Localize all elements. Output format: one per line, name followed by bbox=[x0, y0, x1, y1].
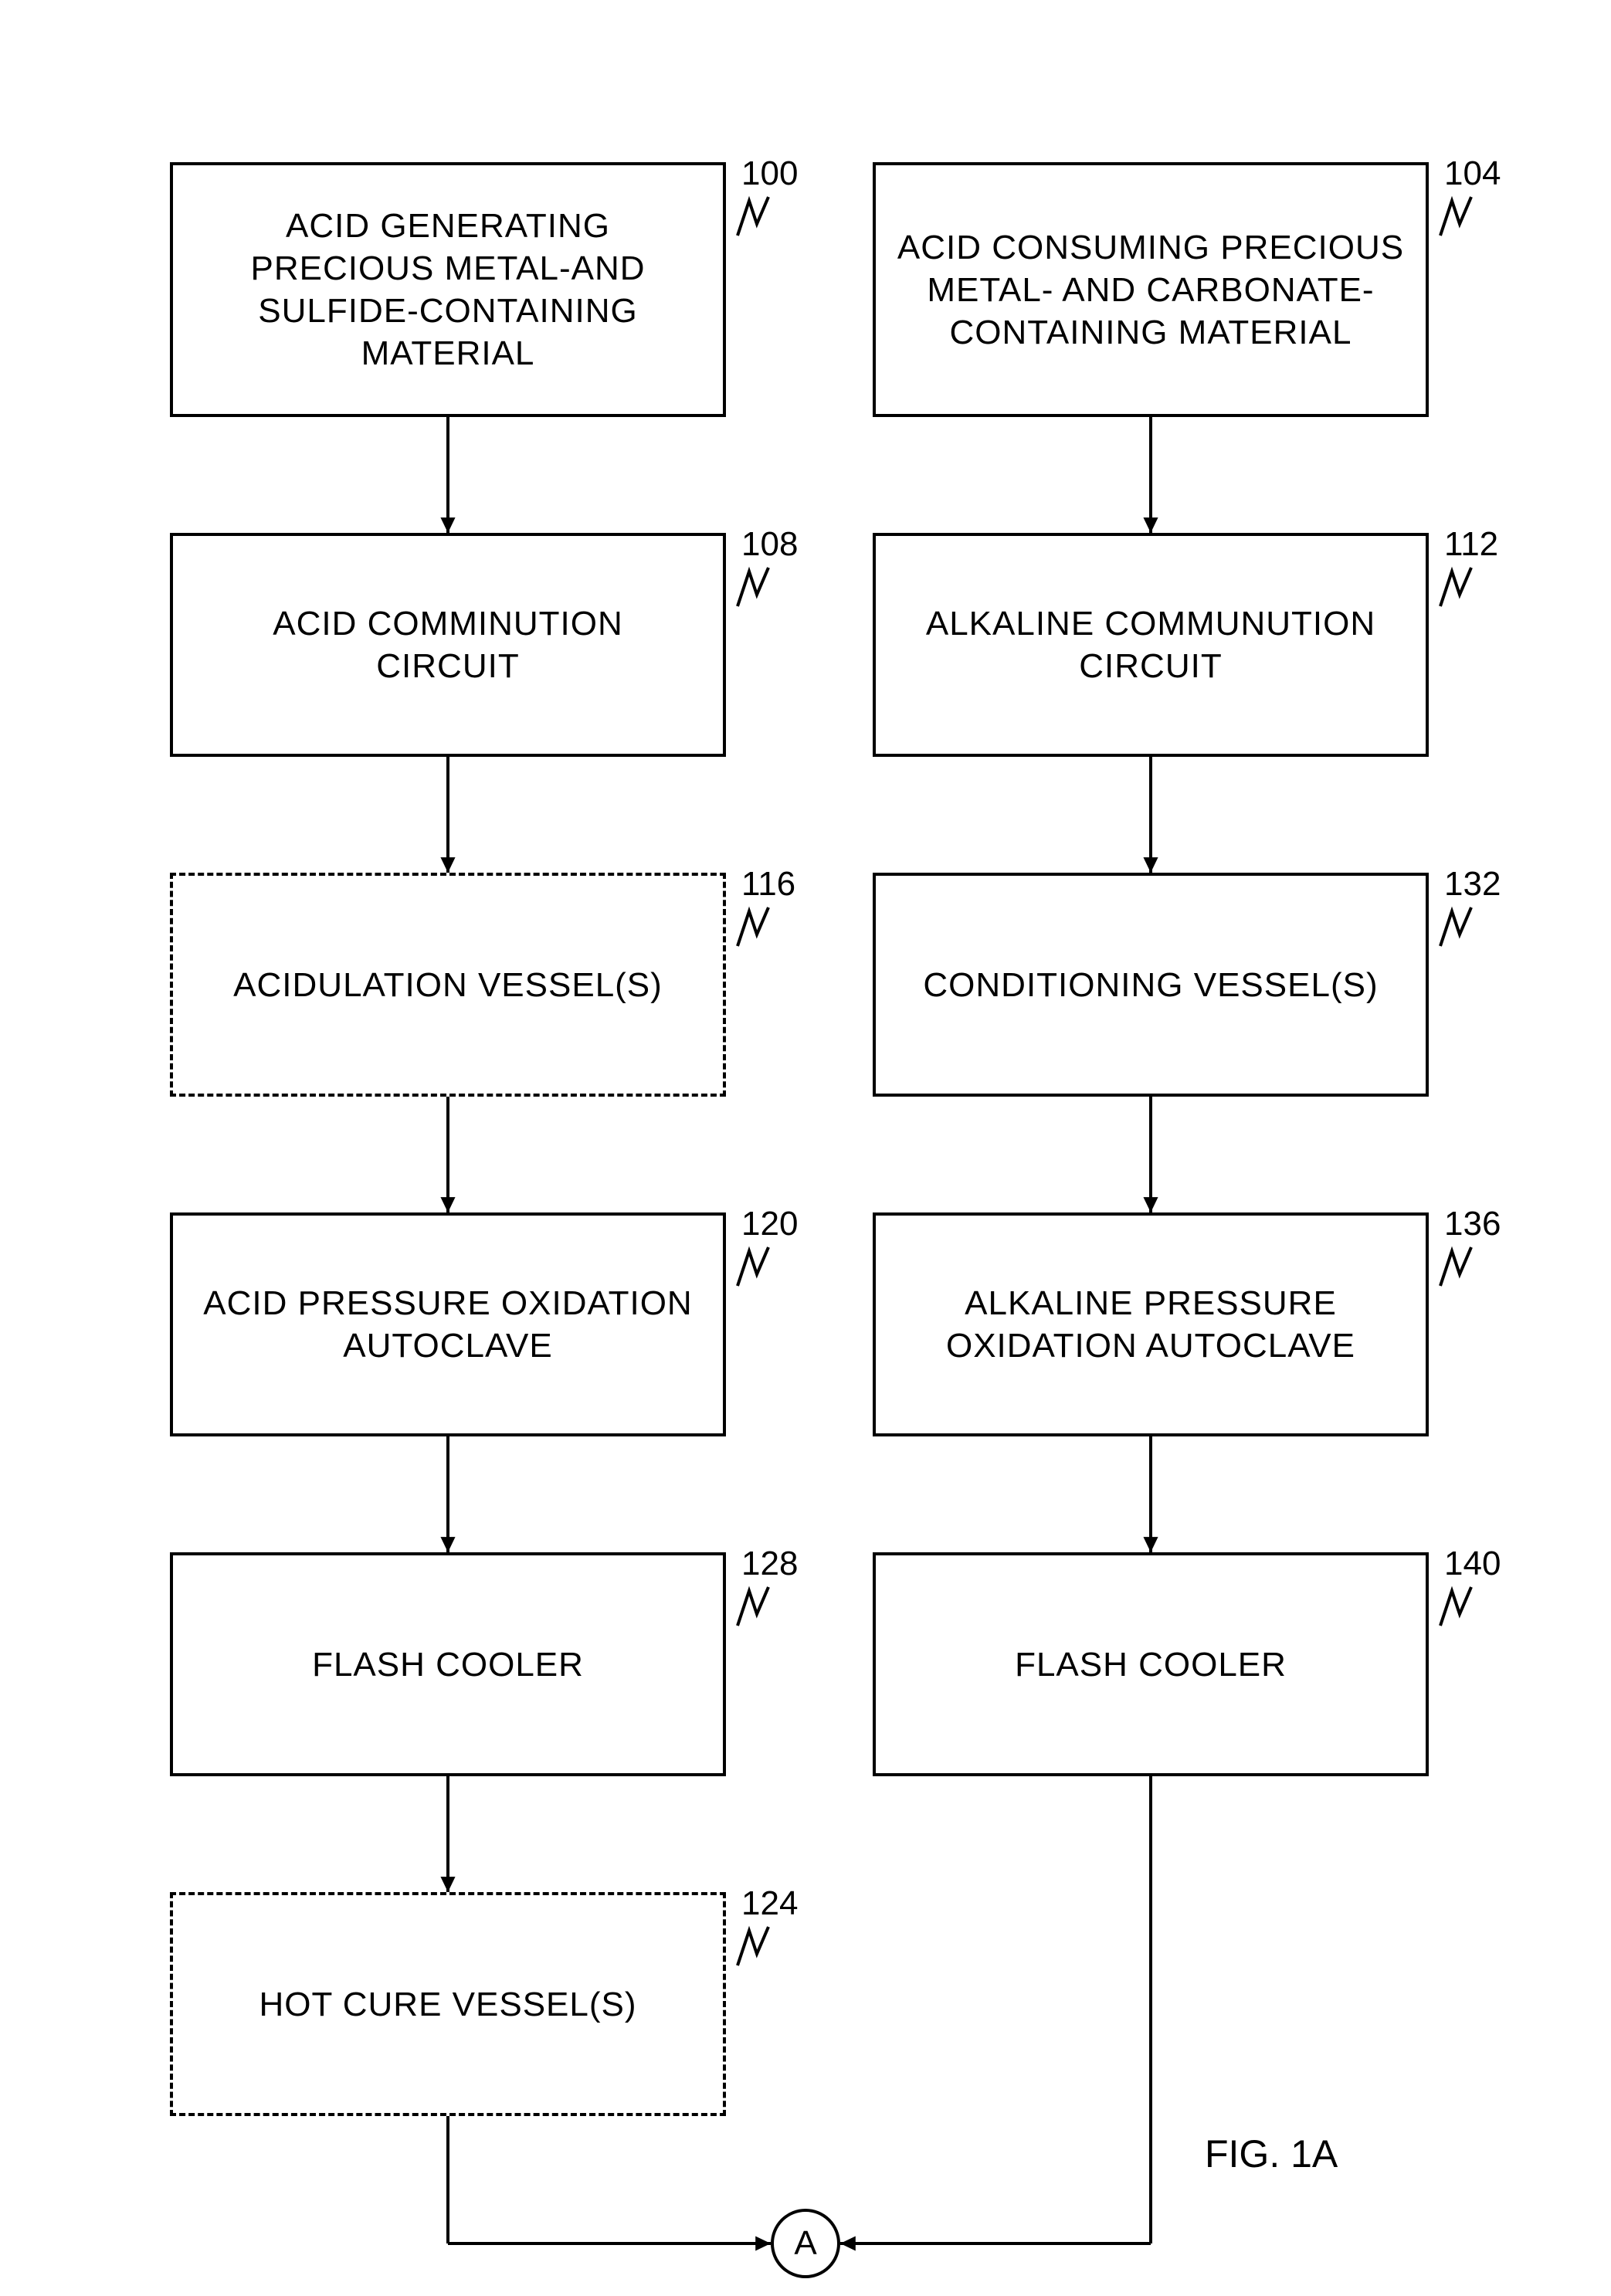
lead-line-140 bbox=[1436, 1583, 1475, 1630]
ref-108: 108 bbox=[741, 525, 798, 564]
flow-box-text: FLASH COOLER bbox=[312, 1643, 584, 1686]
flow-box-text: ACIDULATION VESSEL(S) bbox=[233, 964, 663, 1006]
ref-128: 128 bbox=[741, 1545, 798, 1583]
flow-box-108: ACID COMMINUTIONCIRCUIT bbox=[170, 533, 726, 757]
flow-box-text: ACID CONSUMING PRECIOUSMETAL- AND CARBON… bbox=[897, 226, 1404, 354]
flow-box-text: CONDITIONING VESSEL(S) bbox=[923, 964, 1378, 1006]
flow-box-140: FLASH COOLER bbox=[873, 1552, 1429, 1776]
lead-line-128 bbox=[734, 1583, 772, 1630]
ref-104: 104 bbox=[1444, 154, 1501, 193]
flow-box-136: ALKALINE PRESSUREOXIDATION AUTOCLAVE bbox=[873, 1212, 1429, 1436]
flow-box-text: FLASH COOLER bbox=[1015, 1643, 1287, 1686]
flow-box-120: ACID PRESSURE OXIDATIONAUTOCLAVE bbox=[170, 1212, 726, 1436]
flow-box-text: ALKALINE PRESSUREOXIDATION AUTOCLAVE bbox=[946, 1282, 1355, 1367]
flow-box-104: ACID CONSUMING PRECIOUSMETAL- AND CARBON… bbox=[873, 162, 1429, 417]
lead-line-132 bbox=[1436, 904, 1475, 950]
flow-box-100: ACID GENERATINGPRECIOUS METAL-ANDSULFIDE… bbox=[170, 162, 726, 417]
flow-box-112: ALKALINE COMMUNUTIONCIRCUIT bbox=[873, 533, 1429, 757]
flow-box-116: ACIDULATION VESSEL(S) bbox=[170, 873, 726, 1097]
lead-line-100 bbox=[734, 193, 772, 239]
lead-line-116 bbox=[734, 904, 772, 950]
flow-box-text: ACID GENERATINGPRECIOUS METAL-ANDSULFIDE… bbox=[250, 205, 645, 375]
ref-116: 116 bbox=[741, 865, 795, 904]
flow-box-text: ACID COMMINUTIONCIRCUIT bbox=[273, 602, 623, 687]
flow-box-text: ACID PRESSURE OXIDATIONAUTOCLAVE bbox=[203, 1282, 692, 1367]
lead-line-136 bbox=[1436, 1243, 1475, 1290]
flow-box-128: FLASH COOLER bbox=[170, 1552, 726, 1776]
ref-100: 100 bbox=[741, 154, 798, 193]
flow-box-124: HOT CURE VESSEL(S) bbox=[170, 1892, 726, 2116]
lead-line-120 bbox=[734, 1243, 772, 1290]
figure-label: FIG. 1A bbox=[1205, 2132, 1338, 2176]
flow-box-text: ALKALINE COMMUNUTIONCIRCUIT bbox=[926, 602, 1375, 687]
lead-line-112 bbox=[1436, 564, 1475, 610]
ref-136: 136 bbox=[1444, 1205, 1501, 1243]
ref-120: 120 bbox=[741, 1205, 798, 1243]
lead-line-124 bbox=[734, 1923, 772, 1969]
ref-132: 132 bbox=[1444, 865, 1501, 904]
ref-112: 112 bbox=[1444, 525, 1498, 564]
ref-124: 124 bbox=[741, 1884, 798, 1923]
offpage-connector-a: A bbox=[771, 2209, 840, 2278]
flow-box-132: CONDITIONING VESSEL(S) bbox=[873, 873, 1429, 1097]
lead-line-104 bbox=[1436, 193, 1475, 239]
flow-box-text: HOT CURE VESSEL(S) bbox=[259, 1983, 636, 2026]
ref-140: 140 bbox=[1444, 1545, 1501, 1583]
lead-line-108 bbox=[734, 564, 772, 610]
